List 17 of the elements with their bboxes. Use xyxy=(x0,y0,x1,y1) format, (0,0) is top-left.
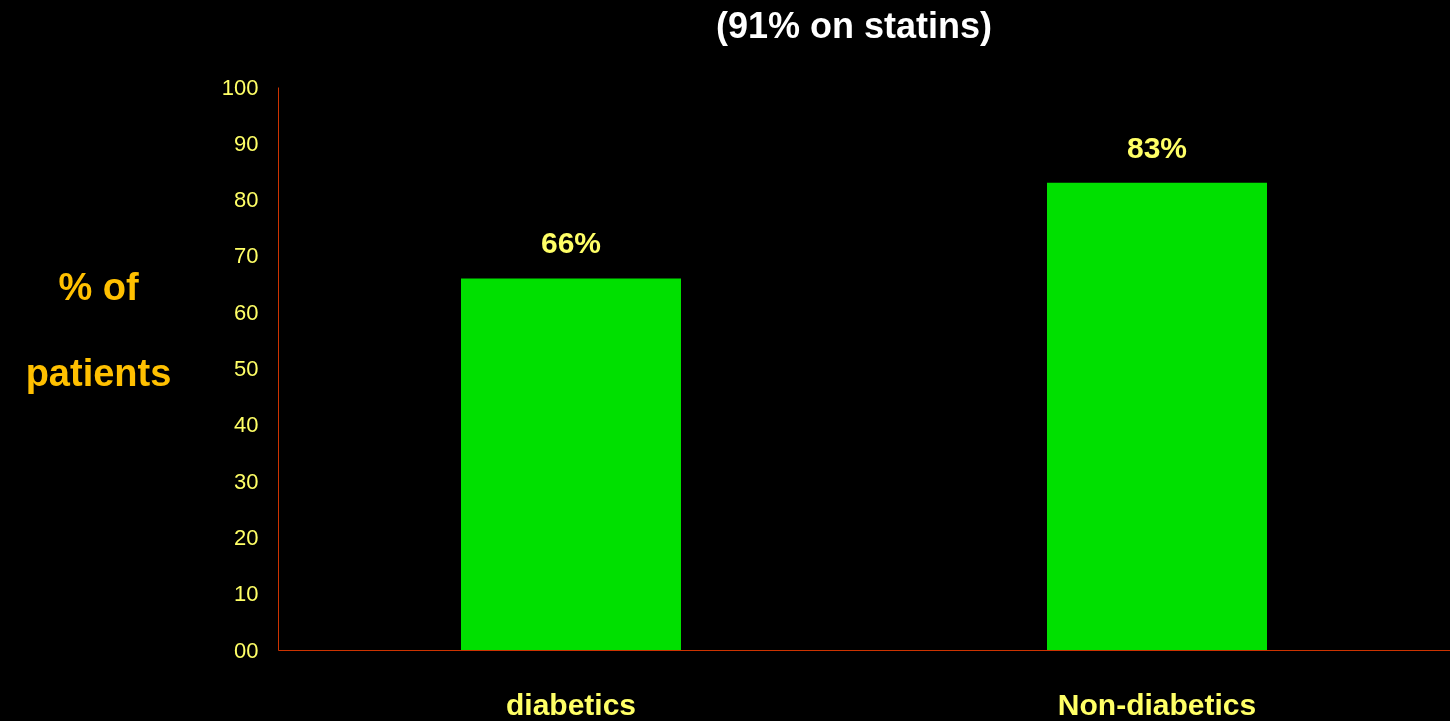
x-tick-label: diabetics xyxy=(505,687,637,721)
y-tick-label: 30 xyxy=(234,468,259,494)
y-tick-label: 100 xyxy=(221,74,259,100)
y-tick-label: 50 xyxy=(234,356,259,381)
y-tick-label: 40 xyxy=(234,412,259,438)
y-tick-label: 90 xyxy=(234,130,259,156)
y-tick-label: 20 xyxy=(234,524,259,550)
y-tick-label: 00 xyxy=(234,637,259,663)
chart-title: (91% on statins) xyxy=(715,5,993,46)
y-tick-label: 60 xyxy=(234,299,259,325)
data-label: 66% xyxy=(540,226,602,260)
y-tick-label: 10 xyxy=(234,581,259,607)
y-tick-label: 80 xyxy=(234,187,259,213)
y-tick-label: 70 xyxy=(234,243,259,269)
data-label: 83% xyxy=(1126,130,1188,164)
x-tick-label: Non-diabetics xyxy=(1057,687,1257,721)
y-axis-title: % of patients xyxy=(25,265,172,394)
